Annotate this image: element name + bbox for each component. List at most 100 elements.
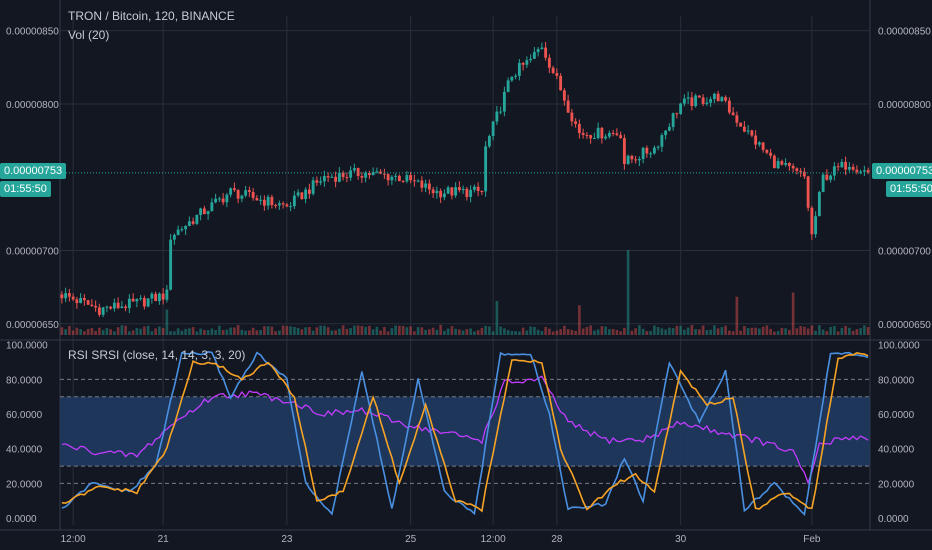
rsi-axis-label-right: 0.0000 <box>878 514 909 525</box>
candle-body <box>202 208 206 215</box>
candle-body <box>386 174 390 181</box>
volume-bar <box>791 292 795 335</box>
countdown-tag-left: 01:55:50 <box>0 181 51 197</box>
volume-bar <box>593 330 596 335</box>
candle-body <box>727 100 731 113</box>
volume-bar <box>300 329 304 335</box>
volume-bar <box>806 328 810 335</box>
volume-bar <box>589 325 592 335</box>
candle-body <box>262 199 266 206</box>
volume-bar <box>251 327 255 335</box>
candle-body <box>716 93 720 102</box>
candle-body <box>360 175 364 178</box>
rsi-axis-label-left: 60.0000 <box>6 410 43 421</box>
time-axis-label: 12:00 <box>61 534 86 545</box>
candle-body <box>341 172 345 177</box>
volume-bar <box>465 329 469 335</box>
candle-body <box>90 304 94 306</box>
volume-bar <box>660 328 664 335</box>
stoch_d-line <box>61 352 869 513</box>
candle-body <box>649 153 653 155</box>
candle-body <box>551 67 555 74</box>
candle-body <box>217 198 221 200</box>
volume-bar <box>529 326 532 335</box>
volume-bar <box>405 327 409 335</box>
volume-bar <box>169 331 172 335</box>
candle-body <box>476 186 480 191</box>
rsi-line <box>61 375 869 485</box>
candle-body <box>442 193 446 198</box>
candle-body <box>562 90 566 101</box>
candle-body <box>862 170 866 172</box>
candle-body <box>67 293 71 297</box>
volume-bar <box>626 250 630 335</box>
volume-bar <box>645 331 649 335</box>
candle-body <box>469 189 473 197</box>
candle-body <box>109 306 113 309</box>
candle-body <box>131 298 135 302</box>
volume-bar <box>803 326 806 335</box>
candle-body <box>465 188 469 197</box>
candle-body <box>547 57 551 68</box>
candle-body <box>382 173 386 175</box>
volume-bar <box>686 327 690 335</box>
volume-bar <box>491 331 495 335</box>
candle-body <box>315 180 319 183</box>
candle-body <box>412 180 416 182</box>
candle-body <box>802 171 806 177</box>
volume-bar <box>866 327 870 335</box>
volume-bar <box>600 326 604 335</box>
candle-body <box>772 155 776 169</box>
candle-body <box>281 203 285 205</box>
price-axis-label-right: 0.00000800 <box>878 100 931 111</box>
volume-bar <box>641 328 645 335</box>
volume-bar <box>86 328 90 335</box>
candle-body <box>495 111 499 122</box>
candle-body <box>866 170 870 173</box>
candle-body <box>60 294 64 299</box>
candle-body <box>274 205 278 207</box>
volume-bar <box>570 329 574 335</box>
volume-bar <box>675 325 679 335</box>
candle-body <box>390 176 394 181</box>
volume-bar <box>105 328 109 335</box>
candle-body <box>457 187 461 191</box>
volume-bar <box>566 329 570 335</box>
candle-body <box>484 146 488 192</box>
volume-bar <box>506 330 510 335</box>
candle-body <box>416 180 420 182</box>
candle-body <box>431 189 435 194</box>
volume-bar <box>769 328 772 335</box>
volume-bar <box>386 331 390 335</box>
volume-bar <box>435 329 439 335</box>
volume-bar <box>360 325 364 335</box>
volume-bar <box>221 329 225 335</box>
candle-body <box>364 172 368 178</box>
candle-body <box>607 132 611 137</box>
volume-bar <box>735 296 739 335</box>
volume-bar <box>825 331 829 335</box>
candle-body <box>637 159 641 161</box>
candle-body <box>210 202 214 212</box>
candle-body <box>352 168 356 171</box>
price-axis-label-right: 0.00000700 <box>878 247 931 258</box>
volume-bar <box>218 325 221 335</box>
candle-body <box>750 130 754 136</box>
candle-body <box>787 162 791 166</box>
candle-body <box>176 229 180 235</box>
volume-bar <box>180 330 184 335</box>
candle-body <box>420 180 424 188</box>
candle-body <box>611 132 615 134</box>
volume-bar <box>746 328 750 335</box>
volume-bar <box>776 331 780 335</box>
volume-bar <box>240 329 244 335</box>
candle-body <box>724 97 728 101</box>
volume-bar <box>533 326 536 335</box>
rsi-band <box>60 396 870 467</box>
candle-body <box>75 299 79 304</box>
candle-body <box>832 166 836 176</box>
candle-body <box>319 181 323 183</box>
volume-bar <box>278 330 281 335</box>
volume-bar <box>210 328 214 335</box>
